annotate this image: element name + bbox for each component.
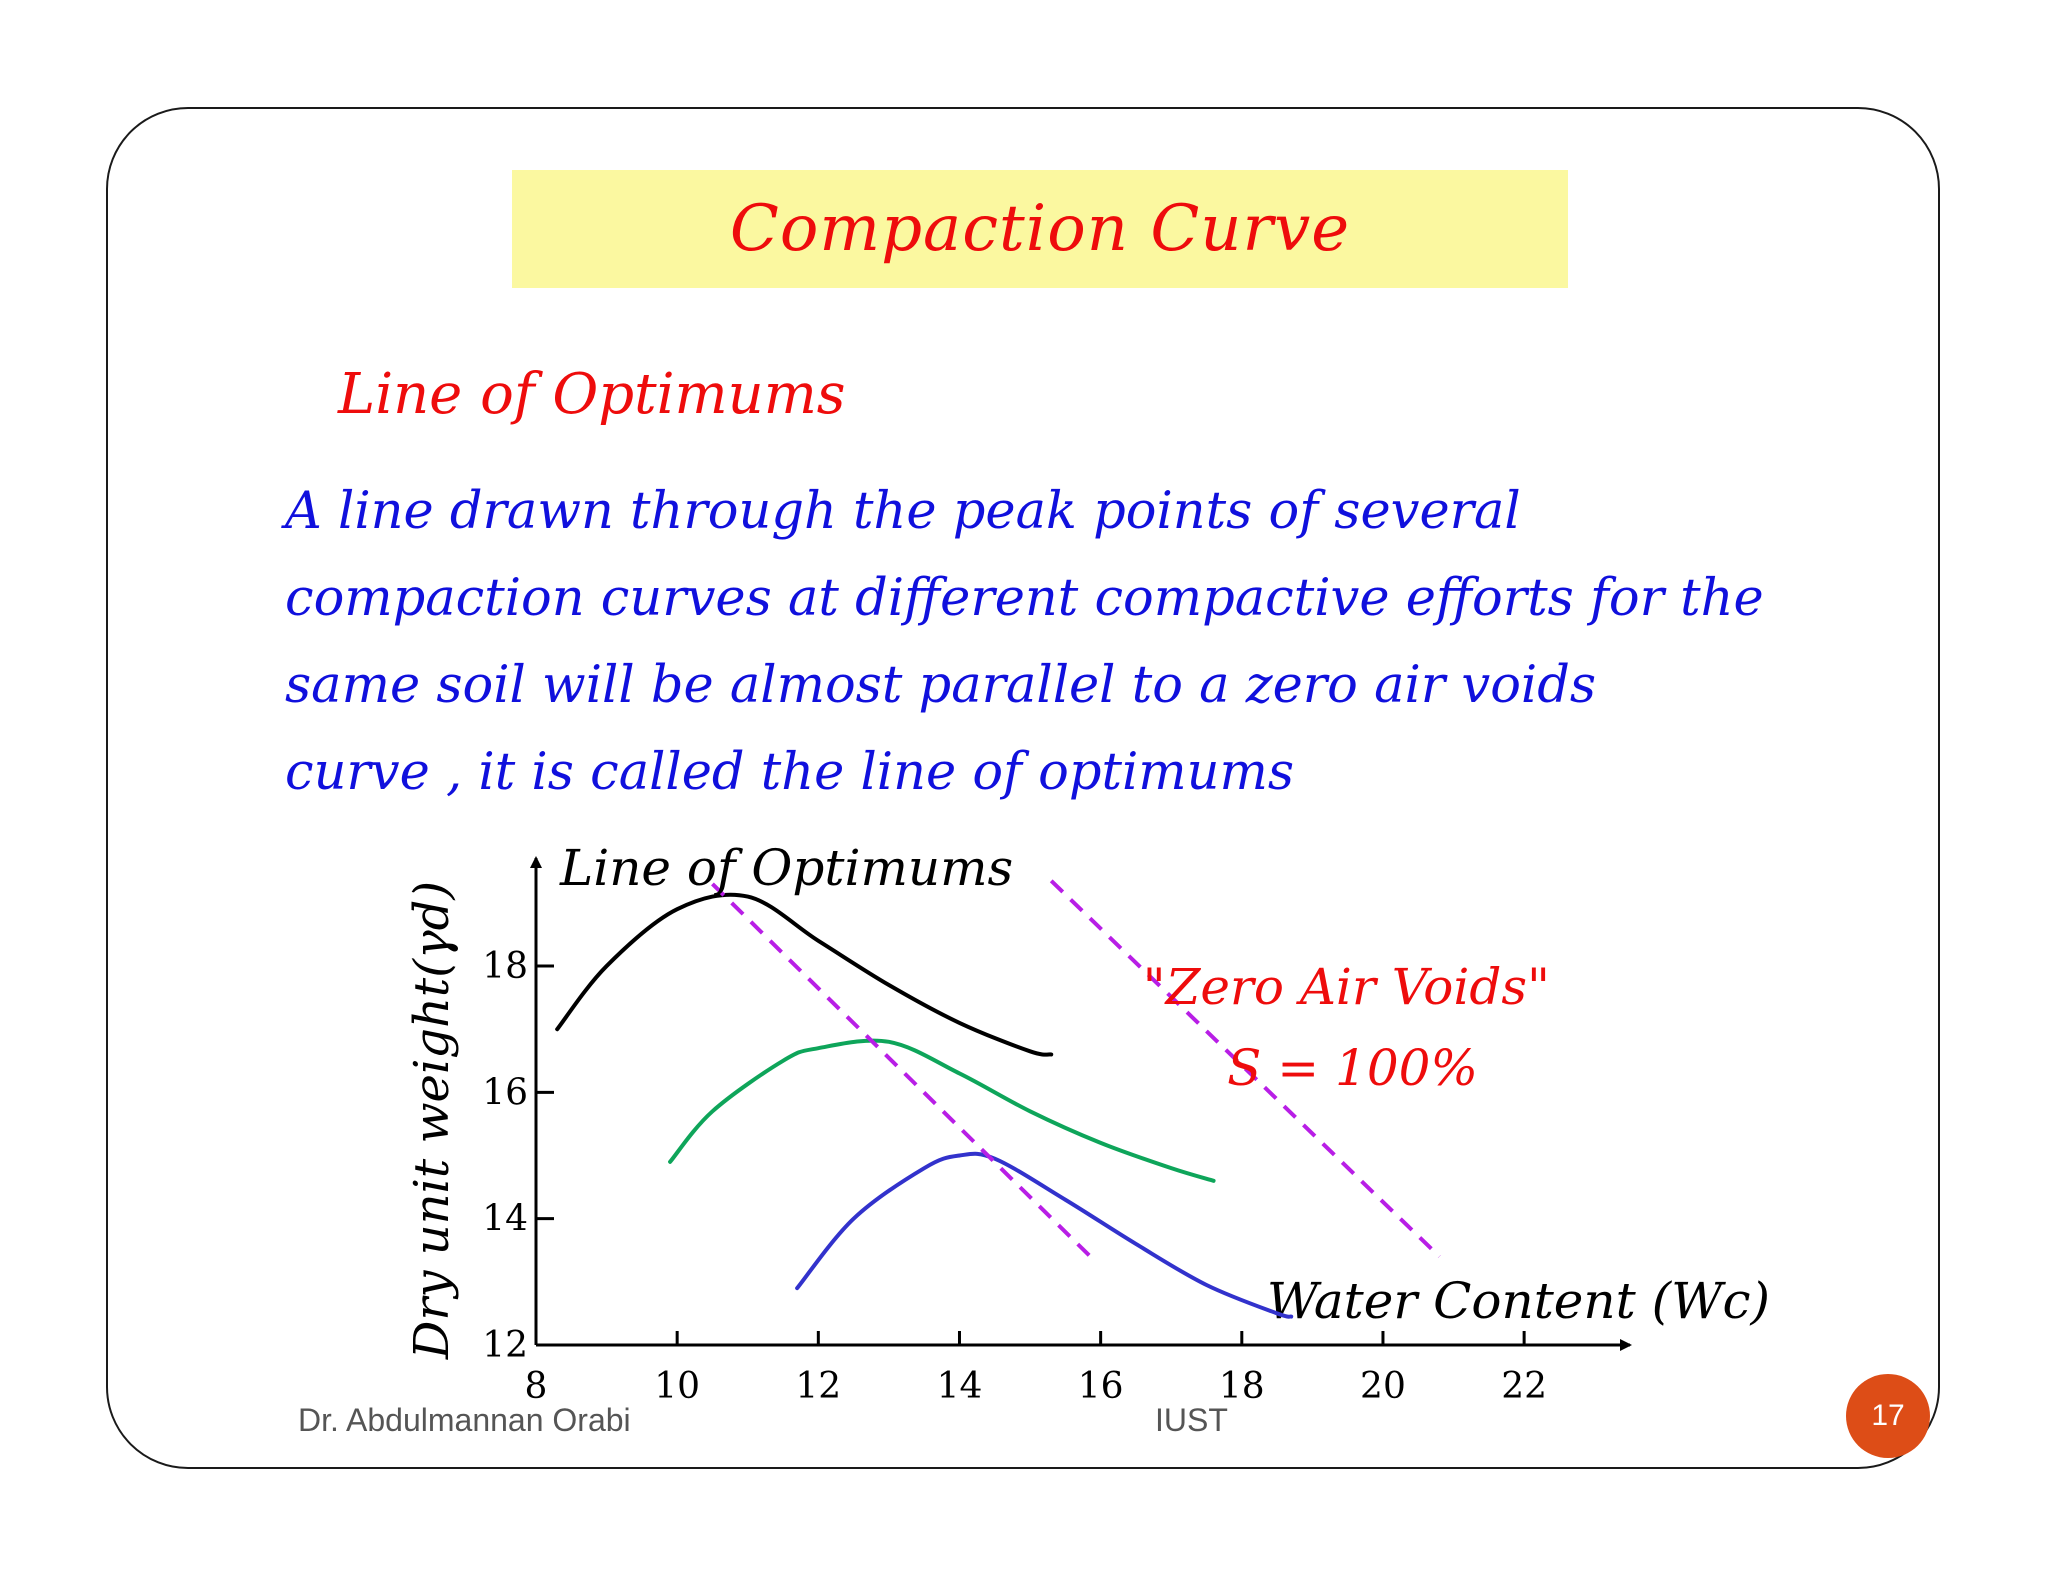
slide-subtitle: Line of Optimums xyxy=(338,362,846,427)
compaction-curve-2 xyxy=(668,1038,1216,1183)
y-tick-label: 12 xyxy=(482,1325,528,1366)
saturation-label: S = 100% xyxy=(1227,1039,1478,1097)
y-tick-label: 14 xyxy=(482,1199,528,1240)
footer-author: Dr. Abdulmannan Orabi xyxy=(298,1402,631,1438)
x-tick-label: 20 xyxy=(1360,1366,1406,1407)
y-tick-label: 16 xyxy=(482,1072,528,1113)
compaction-curve-3 xyxy=(795,1151,1294,1319)
slide-frame xyxy=(106,107,1940,1469)
x-tick-label: 18 xyxy=(1219,1366,1265,1407)
slide-body-text: A line drawn through the peak points of … xyxy=(285,482,1764,802)
x-tick-label: 16 xyxy=(1078,1366,1124,1407)
slide-title: Compaction Curve xyxy=(729,192,1351,266)
y-tick-label: 18 xyxy=(482,946,528,987)
x-tick-label: 10 xyxy=(654,1366,700,1407)
line-of-optimums xyxy=(711,882,1095,1262)
title-box: Compaction Curve xyxy=(512,170,1568,288)
x-tick-label: 22 xyxy=(1501,1366,1547,1407)
compaction-curve-1 xyxy=(555,892,1054,1057)
x-tick-label: 8 xyxy=(525,1366,548,1407)
page-number-badge: 17 xyxy=(1846,1374,1930,1458)
line-of-optimums-label: Line of Optimums xyxy=(559,839,1013,897)
footer-org: IUST xyxy=(1155,1402,1228,1438)
zero-air-voids-label: "Zero Air Voids" xyxy=(1143,958,1550,1016)
x-tick-label: 14 xyxy=(937,1366,983,1407)
zero-air-voids-line xyxy=(1049,879,1441,1259)
x-axis-label: Water Content (Wc) xyxy=(1267,1272,1770,1330)
x-tick-label: 12 xyxy=(795,1366,841,1407)
y-axis-label: Dry unit weight(γd) xyxy=(404,881,460,1360)
